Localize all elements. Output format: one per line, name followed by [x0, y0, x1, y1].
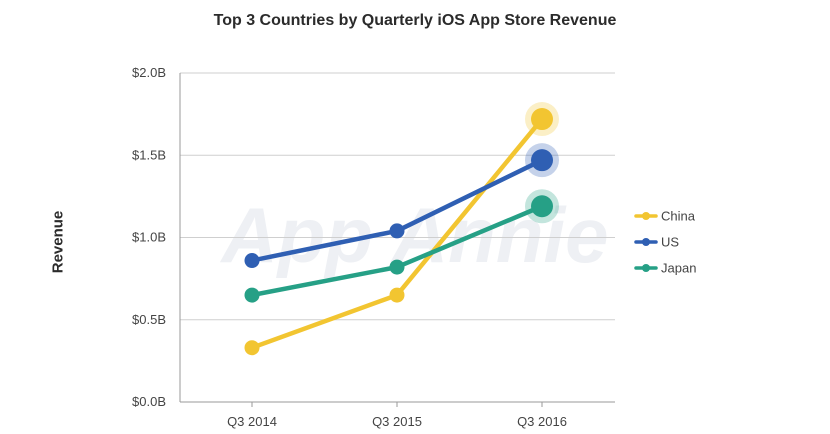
series-japan	[244, 189, 559, 303]
legend-swatch-dot	[642, 238, 650, 246]
data-point	[244, 287, 260, 303]
data-point	[389, 259, 405, 275]
legend-label: US	[661, 235, 679, 250]
x-tick-label: Q3 2015	[372, 414, 422, 429]
y-tick-label: $0.5B	[132, 312, 166, 327]
legend-item-china: China	[634, 209, 696, 224]
series-china	[244, 102, 559, 356]
x-tick-label: Q3 2014	[227, 414, 277, 429]
data-point	[389, 287, 405, 303]
legend-item-us: US	[634, 235, 679, 250]
legend-label: Japan	[661, 261, 696, 276]
y-tick-label: $1.5B	[132, 147, 166, 162]
data-point	[531, 149, 553, 172]
data-point	[244, 253, 260, 269]
data-point	[531, 195, 553, 218]
data-point	[244, 340, 260, 356]
axis-layer: $0.0B $0.5B $1.0B $1.5B $2.0B Q3 2014 Q3 2015 Q…	[132, 65, 567, 429]
x-tick-label: Q3 2016	[517, 414, 567, 429]
chart-title: Top 3 Countries by Quarterly iOS App Sto…	[213, 12, 617, 29]
legend-swatch-dot	[642, 212, 650, 220]
series-layer	[244, 102, 559, 356]
y-tick-label: $0.0B	[132, 394, 166, 409]
series-us	[244, 143, 559, 269]
data-point	[531, 108, 553, 131]
legend-item-japan: Japan	[634, 261, 696, 276]
data-point	[389, 223, 405, 239]
legend-swatch-dot	[642, 264, 650, 272]
y-tick-label: $1.0B	[132, 230, 166, 245]
legend-label: China	[661, 209, 696, 224]
legend: China US Japan	[634, 209, 696, 276]
y-tick-label: $2.0B	[132, 65, 166, 80]
